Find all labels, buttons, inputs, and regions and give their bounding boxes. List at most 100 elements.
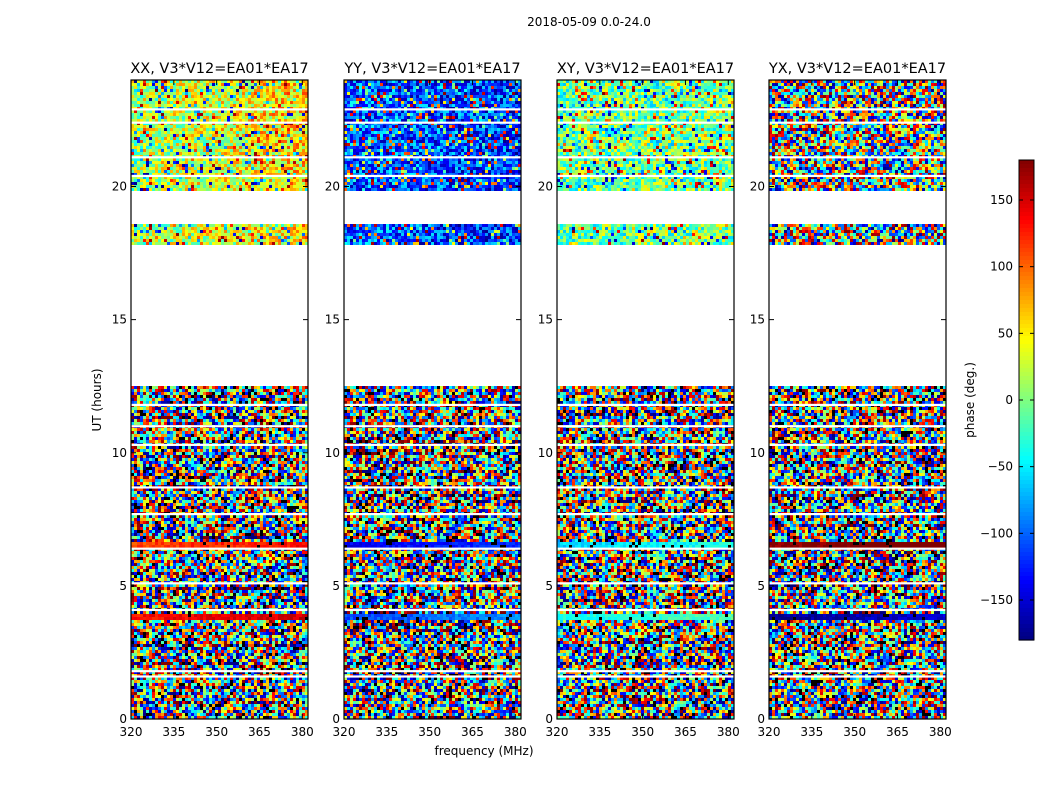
phase-cell (272, 410, 275, 413)
phase-cell (293, 170, 296, 173)
phase-cell (251, 140, 254, 143)
phase-cell (230, 440, 233, 443)
phase-cell (164, 392, 167, 395)
phase-cell (290, 134, 293, 137)
phase-cell (146, 455, 149, 458)
phase-cell (278, 401, 281, 404)
phase-cell (263, 185, 266, 188)
phase-cell (263, 242, 266, 245)
phase-cell (149, 152, 152, 155)
phase-cell (239, 434, 242, 437)
phase-cell (206, 392, 209, 395)
phase-cell (170, 98, 173, 101)
phase-cell (254, 236, 257, 239)
phase-cell (149, 452, 152, 455)
phase-cell (221, 434, 224, 437)
phase-cell (206, 182, 209, 185)
phase-cell (179, 431, 182, 434)
phase-cell (269, 434, 272, 437)
phase-cell (158, 152, 161, 155)
phase-cell (275, 131, 278, 134)
phase-cell (146, 101, 149, 104)
phase-cell (260, 116, 263, 119)
phase-cell (248, 140, 251, 143)
phase-cell (158, 440, 161, 443)
phase-cell (242, 416, 245, 419)
phase-cell (185, 398, 188, 401)
phase-cell (143, 224, 146, 227)
phase-cell (146, 182, 149, 185)
phase-cell (161, 92, 164, 95)
phase-cell (194, 455, 197, 458)
phase-cell (263, 236, 266, 239)
phase-cell (227, 104, 230, 107)
phase-cell (221, 164, 224, 167)
phase-cell (140, 182, 143, 185)
phase-cell (212, 131, 215, 134)
phase-cell (158, 224, 161, 227)
phase-cell (236, 179, 239, 182)
phase-cell (176, 398, 179, 401)
phase-cell (257, 149, 260, 152)
phase-cell (266, 128, 269, 131)
phase-cell (224, 134, 227, 137)
phase-cell (254, 410, 257, 413)
phase-cell (203, 401, 206, 404)
phase-cell (158, 413, 161, 416)
phase-cell (188, 386, 191, 389)
phase-cell (191, 146, 194, 149)
phase-cell (143, 83, 146, 86)
phase-cell (203, 182, 206, 185)
phase-cell (296, 386, 299, 389)
phase-cell (254, 398, 257, 401)
phase-cell (200, 440, 203, 443)
phase-cell (260, 146, 263, 149)
phase-cell (236, 233, 239, 236)
phase-cell (188, 89, 191, 92)
phase-cell (257, 233, 260, 236)
phase-cell (191, 170, 194, 173)
phase-cell (191, 128, 194, 131)
phase-cell (248, 128, 251, 131)
phase-cell (140, 419, 143, 422)
phase-cell (152, 92, 155, 95)
phase-cell (194, 182, 197, 185)
phase-cell (281, 413, 284, 416)
phase-cell (209, 170, 212, 173)
phase-cell (224, 179, 227, 182)
phase-cell (185, 242, 188, 245)
phase-cell (263, 104, 266, 107)
phase-cell (140, 446, 143, 449)
phase-cell (197, 185, 200, 188)
phase-cell (212, 188, 215, 191)
phase-cell (167, 455, 170, 458)
phase-cell (302, 227, 305, 230)
phase-cell (176, 101, 179, 104)
phase-cell (146, 83, 149, 86)
phase-cell (293, 158, 296, 161)
phase-cell (161, 188, 164, 191)
phase-cell (272, 92, 275, 95)
phase-cell (254, 125, 257, 128)
phase-cell (287, 407, 290, 410)
phase-cell (284, 113, 287, 116)
phase-cell (269, 140, 272, 143)
phase-cell (176, 407, 179, 410)
phase-cell (149, 149, 152, 152)
phase-cell (275, 431, 278, 434)
phase-cell (278, 428, 281, 431)
phase-cell (182, 236, 185, 239)
phase-cell (284, 116, 287, 119)
phase-cell (239, 422, 242, 425)
phase-cell (287, 395, 290, 398)
phase-cell (191, 140, 194, 143)
phase-cell (185, 422, 188, 425)
phase-cell (302, 440, 305, 443)
phase-cell (182, 392, 185, 395)
phase-cell (272, 419, 275, 422)
phase-cell (137, 233, 140, 236)
phase-cell (287, 101, 290, 104)
phase-cell (188, 422, 191, 425)
phase-cell (179, 182, 182, 185)
phase-cell (281, 434, 284, 437)
